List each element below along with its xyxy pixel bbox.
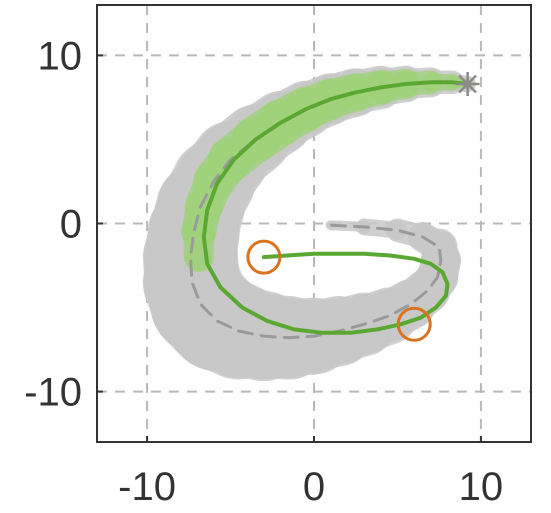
y-tick-label-0: 10 [38, 34, 83, 78]
grid-lines [97, 5, 531, 442]
star-marker [455, 72, 480, 96]
star-marker-stroke [458, 74, 477, 94]
y-axis-ticks: 10 0 -10 [24, 34, 103, 415]
trajectory-markers [246, 72, 480, 342]
trajectory-lines [189, 80, 470, 340]
circle-marker-1 [396, 306, 432, 342]
y-tick-label-2: -10 [24, 371, 82, 415]
model-trajectory-line [201, 80, 470, 335]
x-tick-label-0: -10 [118, 465, 176, 509]
circle-marker-0 [246, 239, 282, 275]
x-tick-label-1: 0 [303, 465, 325, 509]
y-tick-label-1: 0 [60, 203, 82, 247]
x-axis-ticks: -10 0 10 [118, 436, 503, 509]
x-tick-label-2: 10 [459, 465, 504, 509]
